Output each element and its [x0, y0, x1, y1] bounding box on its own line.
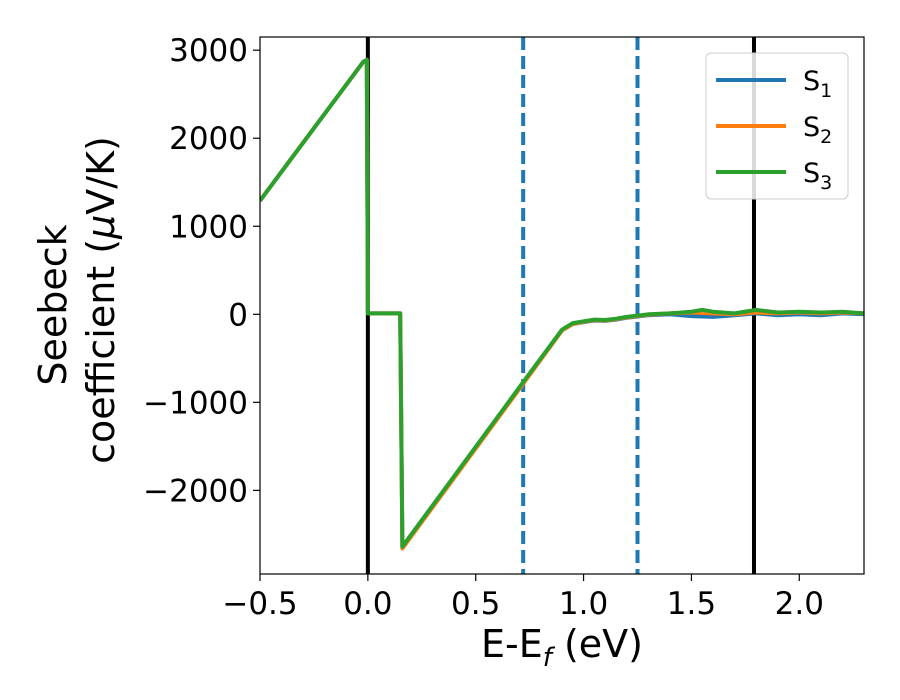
legend: S1 S2 S3 — [705, 52, 849, 200]
plot-frame — [259, 36, 865, 575]
x-tick-label: 2.0 — [775, 586, 824, 622]
y-tick-label: 1000 — [169, 209, 248, 245]
series-line-S3 — [260, 57, 864, 549]
y-tick-label: 2000 — [169, 121, 248, 157]
x-tick-label: 0.5 — [451, 586, 500, 622]
axes: −0.5 0.0 0.5 1.0 1.5 2.0 −2000 −1000 0 1000 2000 30… — [143, 33, 865, 622]
legend-label-S2: S2 — [803, 112, 832, 148]
y-axis-title: Seebeck — [31, 224, 75, 385]
x-tick-label: 0.0 — [343, 586, 392, 622]
y-tick-label: 0 — [228, 297, 248, 333]
legend-label-S1: S1 — [803, 66, 832, 102]
x-tick-label: −0.5 — [222, 586, 297, 622]
x-axis-title: E-Ef (eV) — [481, 622, 643, 673]
y-tick-label: −1000 — [143, 385, 248, 421]
y-tick-label: −2000 — [143, 473, 248, 509]
y-axis-title-line2: coefficient (μV/K) — [79, 136, 123, 464]
y-tick-label: 3000 — [169, 33, 248, 69]
x-tick-label: 1.5 — [667, 586, 716, 622]
x-tick-label: 1.0 — [559, 586, 608, 622]
legend-label-S3: S3 — [803, 158, 832, 194]
